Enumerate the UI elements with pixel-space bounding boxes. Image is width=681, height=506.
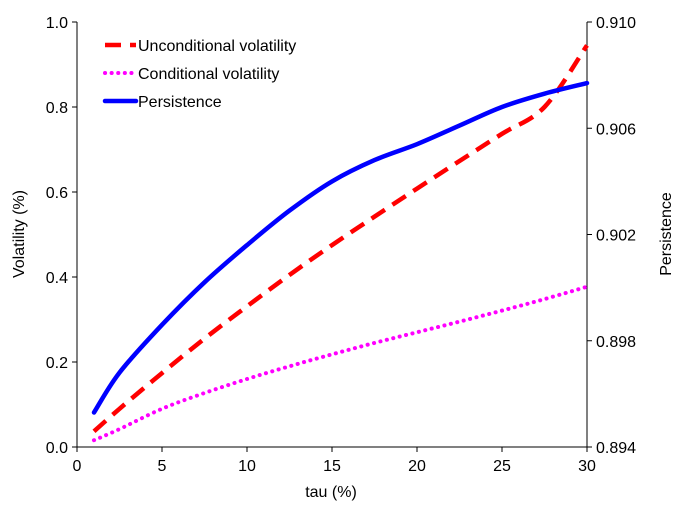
x-tick-label: 20 — [408, 458, 426, 475]
y-tick-label: 1.0 — [46, 15, 68, 32]
series-layer — [91, 44, 590, 443]
y2-tick-label: 0.894 — [596, 440, 636, 457]
x-tick-label: 15 — [323, 458, 341, 475]
y2-tick-label: 0.902 — [596, 228, 636, 245]
y-tick-label: 0.8 — [46, 100, 68, 117]
y2-tick-label: 0.898 — [596, 334, 636, 351]
series-line-conditional-volatility — [92, 284, 589, 443]
x-tick-label: 30 — [578, 458, 596, 475]
y-tick-label: 0.2 — [46, 355, 68, 372]
y-tick-label: 0.4 — [46, 270, 68, 287]
x-tick-label: 25 — [493, 458, 511, 475]
axes: 0 5 10 15 20 25 30 0.0 0.2 0.4 0.6 0.8 1.0 0.894 0.898… — [46, 15, 636, 475]
x-tick-label: 10 — [238, 458, 256, 475]
y-axis-title: Volatility (%) — [11, 190, 28, 278]
series-line-unconditional-volatility — [92, 44, 589, 433]
y2-tick-label: 0.906 — [596, 121, 636, 138]
y-tick-label: 0.0 — [46, 440, 68, 457]
y-tick-label: 0.6 — [46, 185, 68, 202]
legend-label: Conditional volatility — [138, 66, 279, 83]
y2-tick-label: 0.910 — [596, 15, 636, 32]
x-tick-label: 0 — [73, 458, 82, 475]
y2-axis-title: Persistence — [658, 192, 675, 276]
x-tick-label: 5 — [158, 458, 167, 475]
legend-label: Unconditional volatility — [138, 38, 296, 55]
legend: Unconditional volatility Conditional vola… — [102, 38, 296, 111]
x-axis-title: tau (%) — [305, 484, 357, 501]
series-line-persistence — [91, 80, 590, 415]
legend-label: Persistence — [138, 94, 222, 111]
